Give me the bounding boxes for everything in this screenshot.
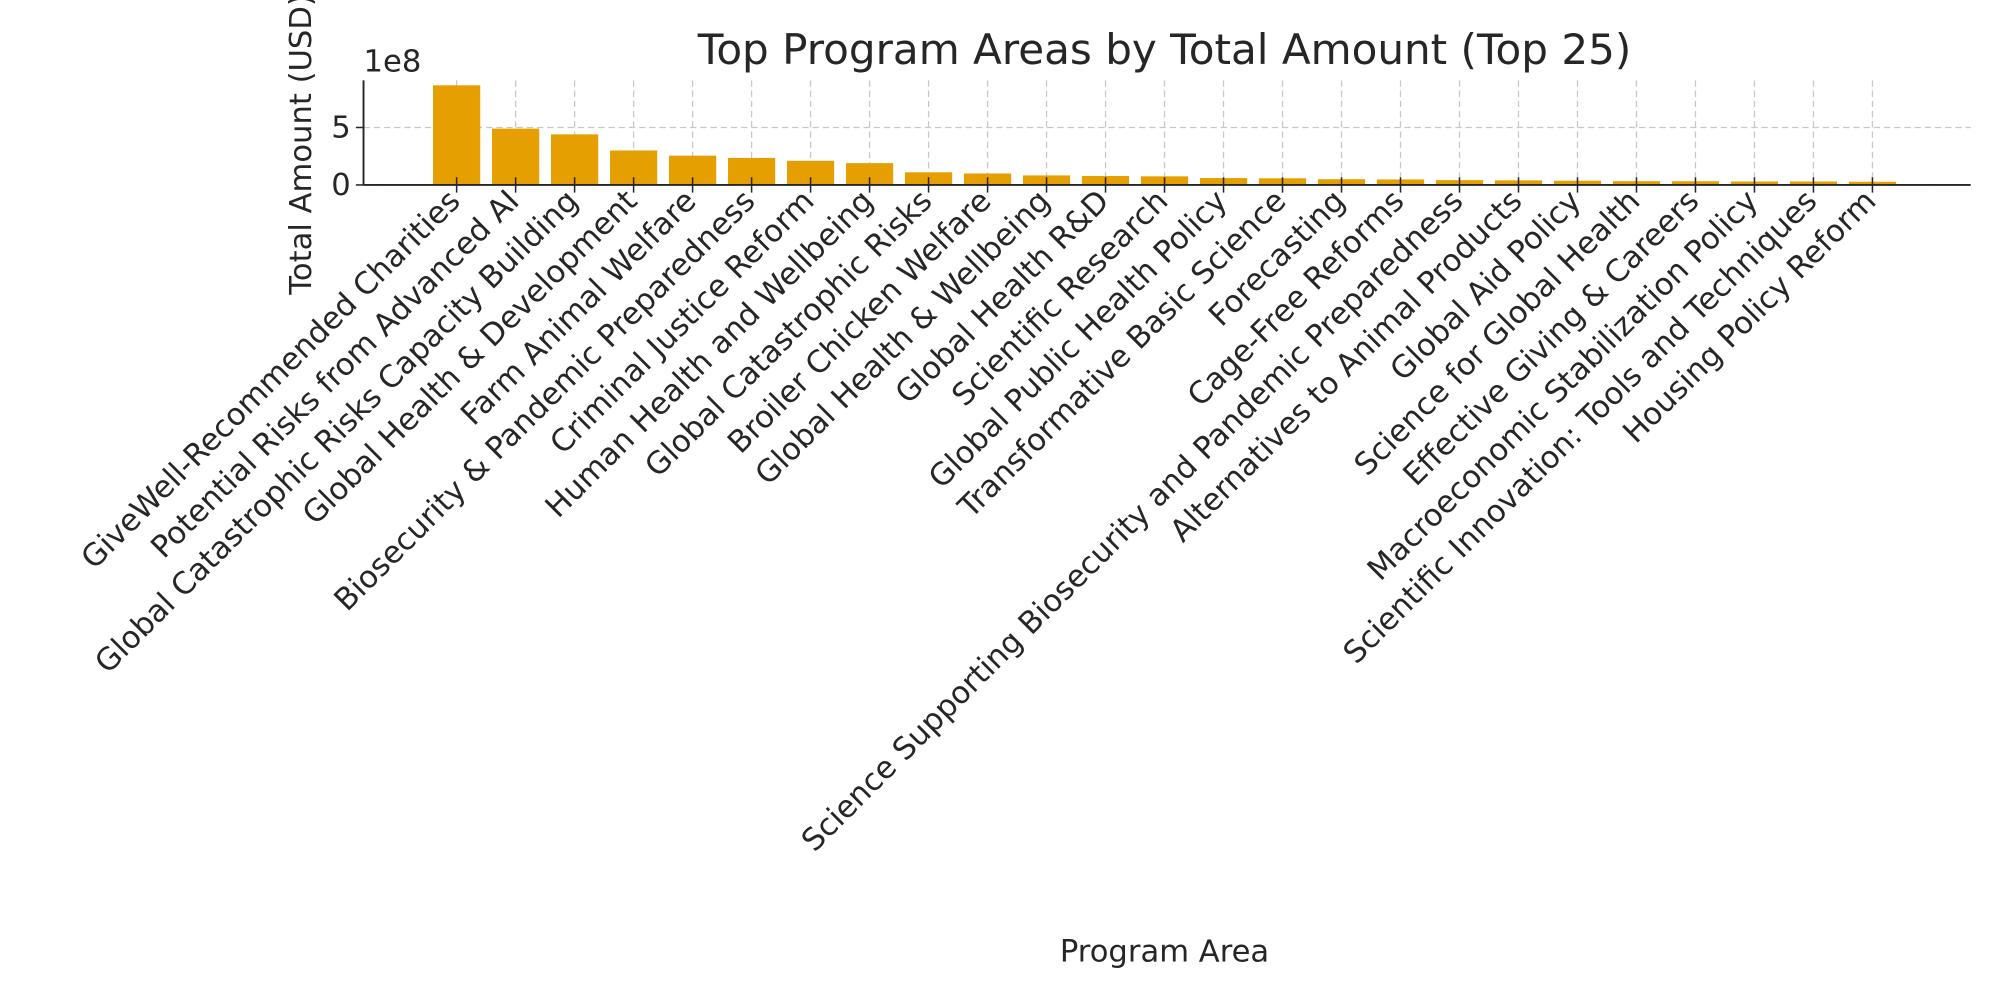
bar — [492, 128, 540, 185]
chart-title: Top Program Areas by Total Amount (Top 2… — [697, 25, 1632, 74]
bar — [551, 134, 599, 185]
bar — [845, 163, 894, 185]
y-tick-label: 0 — [331, 168, 350, 203]
y-axis-label: Total Amount (USD) — [284, 0, 319, 296]
y-offset-label: 1e8 — [364, 44, 422, 79]
x-axis-label: Program Area — [1060, 935, 1269, 970]
y-tick-label: 5 — [331, 111, 350, 146]
bar — [433, 85, 481, 185]
